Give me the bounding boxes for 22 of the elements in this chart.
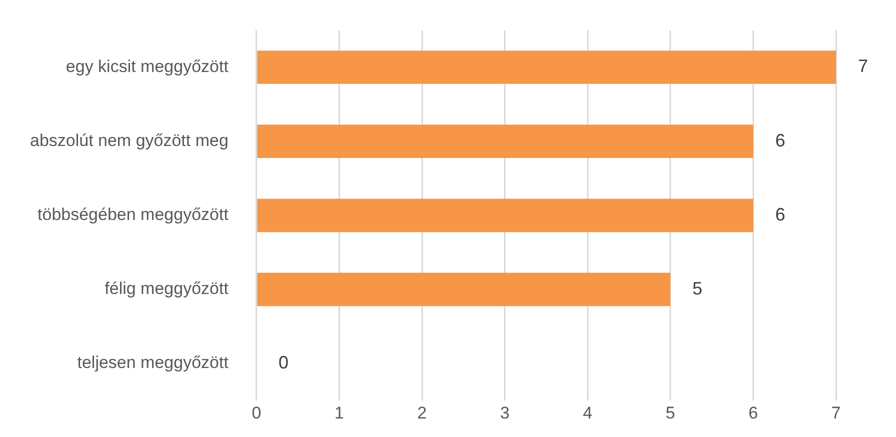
x-tick-label: 0: [252, 403, 262, 422]
x-tick-label: 2: [417, 403, 427, 422]
bar: [257, 50, 836, 84]
data-label: 0: [278, 352, 288, 373]
y-tick-label: többségében meggyőzött: [38, 205, 229, 224]
bar: [257, 124, 754, 158]
data-label: 7: [858, 56, 868, 76]
y-tick-label: abszolút nem győzött meg: [30, 131, 228, 150]
y-tick-label: teljesen meggyőzött: [77, 353, 229, 372]
y-tick-label: egy kicsit meggyőzött: [66, 56, 229, 76]
data-label: 5: [692, 278, 702, 298]
x-tick-label: 6: [748, 403, 758, 422]
data-label: 6: [775, 130, 786, 150]
x-tick-label: 1: [334, 403, 344, 422]
bar: [257, 272, 670, 306]
x-tick-label: 5: [666, 403, 676, 422]
data-label: 6: [775, 204, 786, 224]
bar: [257, 198, 754, 232]
x-tick-label: 3: [500, 403, 510, 422]
x-tick-label: 7: [831, 403, 841, 422]
y-tick-label: félig meggyőzött: [104, 279, 229, 298]
x-tick-label: 4: [582, 403, 592, 422]
